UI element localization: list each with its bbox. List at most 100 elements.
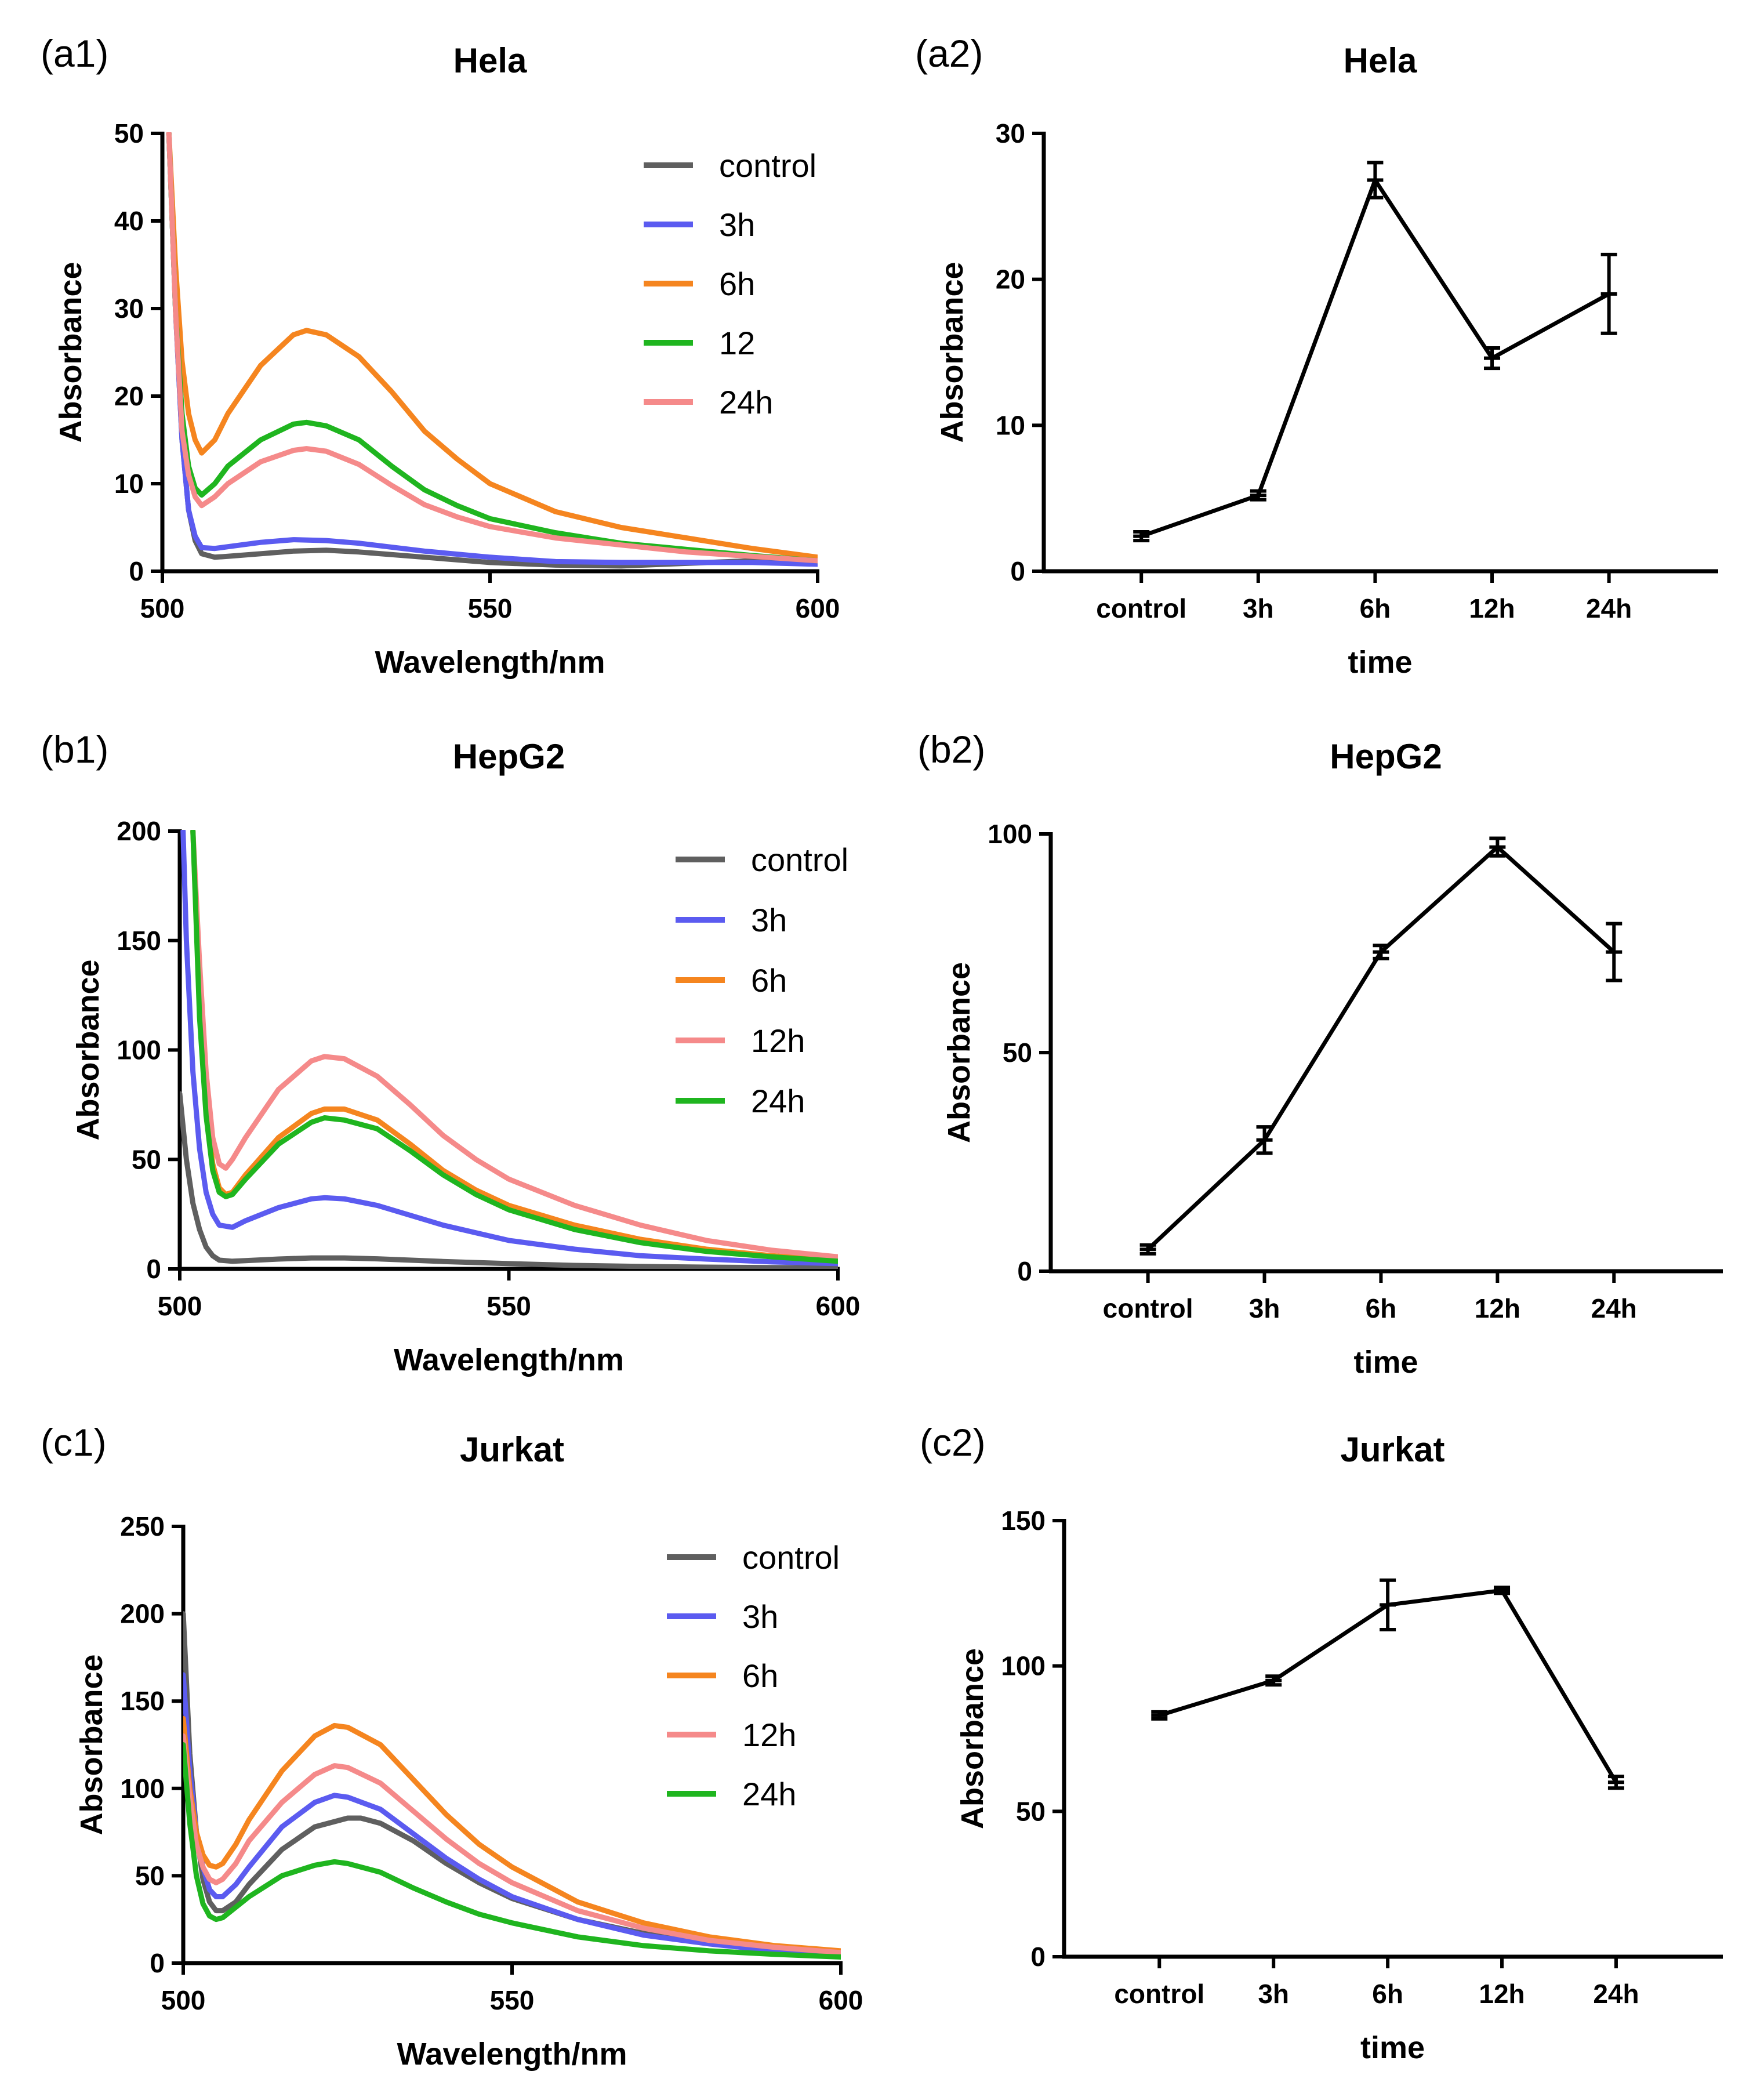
y-tick-label: 50 — [1003, 1038, 1032, 1068]
y-tick-label: 250 — [120, 1511, 165, 1541]
panel-label: (c2) — [920, 1421, 986, 1464]
x-tick-label: 3h — [1249, 1293, 1280, 1323]
y-tick-label: 20 — [996, 264, 1025, 295]
series-lines — [180, 830, 838, 1269]
panel-label: (a2) — [915, 32, 983, 75]
x-tick-label: control — [1096, 593, 1186, 623]
x-tick-label: 600 — [796, 593, 840, 623]
y-tick-label: 20 — [114, 381, 144, 411]
panel-label: (b2) — [917, 728, 985, 771]
x-tick-label: control — [1103, 1293, 1193, 1323]
legend-label: 3h — [719, 206, 755, 243]
legend-label: 6h — [719, 266, 755, 302]
series-line-24h — [183, 1742, 841, 1960]
y-tick-label: 40 — [114, 206, 144, 236]
y-axis-title: Absorbance — [74, 1654, 109, 1835]
legend-label: 12h — [742, 1717, 796, 1753]
y-tick-label: 0 — [150, 1948, 165, 1978]
y-axis-title: Absorbance — [935, 262, 970, 442]
y-tick-label: 150 — [1001, 1506, 1046, 1536]
x-axis-title: time — [1353, 1345, 1418, 1380]
y-tick-label: 10 — [114, 469, 144, 499]
y-tick-label: 0 — [129, 556, 144, 586]
y-tick-label: 100 — [988, 819, 1032, 849]
x-axis-title: Wavelength/nm — [394, 1343, 624, 1377]
series-line-24h — [190, 830, 838, 1264]
legend-label: 24h — [751, 1083, 805, 1119]
x-tick-label: 3h — [1243, 593, 1274, 623]
panel-b2: (b2) HepG2 0 50 100 Absorbance time control 3h 6h… — [917, 728, 1723, 1380]
x-tick-label: 6h — [1366, 1293, 1397, 1323]
mean-line — [1146, 845, 1616, 1251]
legend: control 3h 6h 12 24h — [644, 147, 816, 420]
y-tick-label: 50 — [135, 1860, 165, 1891]
legend-label: 3h — [742, 1598, 778, 1635]
x-tick-label: 500 — [158, 1291, 202, 1321]
y-tick-label: 30 — [996, 118, 1025, 148]
chart-title: Jurkat — [1340, 1430, 1444, 1469]
x-tick-label: 3h — [1258, 1979, 1289, 2009]
mean-line — [1141, 178, 1610, 538]
chart-title: Hela — [1344, 41, 1417, 80]
panel-label: (a1) — [41, 32, 108, 75]
x-tick-label: 600 — [816, 1291, 861, 1321]
legend-label: control — [742, 1539, 840, 1576]
legend-label: 3h — [751, 902, 787, 938]
x-axis-title: Wavelength/nm — [397, 2037, 627, 2072]
legend-label: 12h — [751, 1022, 805, 1059]
x-axis-title: time — [1360, 2030, 1425, 2065]
y-axis-title: Absorbance — [955, 1648, 990, 1829]
x-axis-title: time — [1348, 645, 1412, 680]
legend-label: control — [719, 147, 816, 184]
chart-title: HepG2 — [1330, 737, 1442, 776]
chart-title: HepG2 — [453, 737, 565, 776]
x-tick-label: 12h — [1479, 1979, 1525, 2009]
y-tick-label: 10 — [996, 410, 1025, 440]
y-tick-label: 0 — [1010, 556, 1025, 586]
legend-label: control — [751, 841, 848, 878]
series-line-6h — [166, 132, 818, 560]
series-line-3h — [166, 132, 818, 567]
y-tick-label: 0 — [146, 1254, 161, 1284]
y-tick-label: 200 — [120, 1599, 165, 1629]
x-axis-title: Wavelength/nm — [375, 645, 605, 680]
legend-label: 24h — [742, 1776, 796, 1812]
x-tick-label: 550 — [487, 1291, 531, 1321]
y-axis-title: Absorbance — [53, 262, 88, 442]
y-tick-label: 0 — [1017, 1256, 1032, 1286]
x-tick-label: 24h — [1586, 593, 1632, 623]
series-line-6h — [190, 830, 838, 1263]
y-tick-label: 100 — [1001, 1651, 1046, 1681]
panel-label: (b1) — [41, 728, 108, 771]
series-line-3h — [180, 830, 838, 1267]
y-tick-label: 150 — [120, 1686, 165, 1716]
panel-label: (c1) — [41, 1421, 107, 1464]
x-tick-label: 550 — [468, 593, 513, 623]
legend-label: 6h — [742, 1657, 778, 1694]
series-line-6h — [183, 1715, 841, 1954]
y-tick-label: 30 — [114, 293, 144, 324]
x-tick-label: 600 — [819, 1985, 863, 2015]
y-axis-title: Absorbance — [942, 962, 977, 1143]
x-tick-label: 6h — [1360, 593, 1391, 623]
series-lines — [183, 1611, 841, 1960]
series-line-24h — [166, 132, 818, 564]
series-line-12h — [183, 1733, 841, 1956]
chart-title: Jurkat — [460, 1430, 564, 1469]
panel-c1: (c1) Jurkat 0 50 100 150 200 250 Absorbance Wavel… — [41, 1421, 863, 2072]
x-tick-label: 12h — [1475, 1293, 1520, 1323]
legend-label: 24h — [719, 384, 773, 420]
y-tick-label: 50 — [132, 1144, 161, 1174]
legend: control 3h 6h 12h 24h — [667, 1539, 840, 1812]
legend: control 3h 6h 12h 24h — [676, 841, 848, 1119]
x-tick-label: 550 — [490, 1985, 535, 2015]
x-tick-label: 500 — [140, 593, 185, 623]
y-axis-title: Absorbance — [71, 959, 106, 1140]
legend-label: 6h — [751, 962, 787, 999]
y-tick-label: 200 — [117, 816, 161, 846]
panel-a2: (a2) Hela 0 10 20 30 Absorbance time control 3h 6h… — [915, 32, 1718, 680]
panel-a1: (a1) Hela 0 10 20 30 40 50 Absorbance Wavelength/… — [41, 32, 840, 680]
legend-label: 12 — [719, 325, 755, 361]
chart-title: Hela — [453, 41, 527, 80]
y-tick-label: 100 — [120, 1773, 165, 1804]
